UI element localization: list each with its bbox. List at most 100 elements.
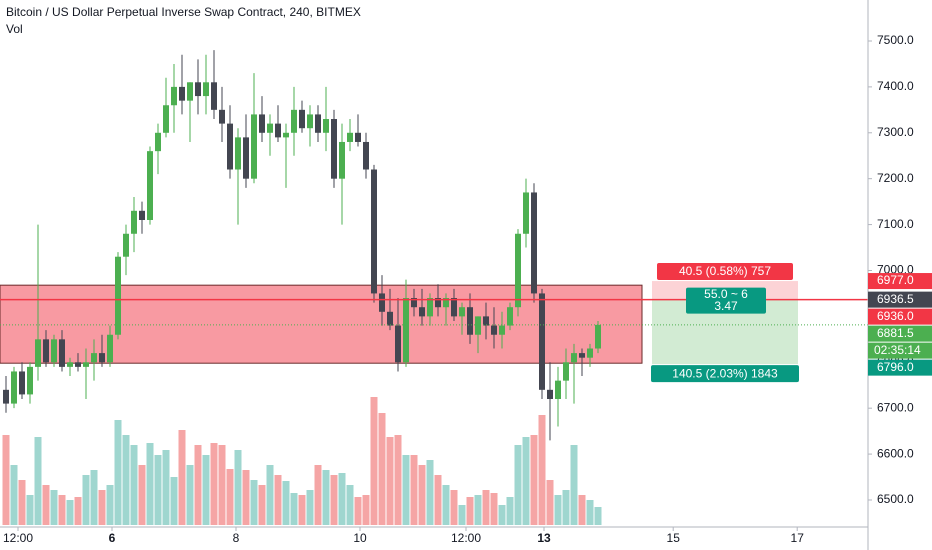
candle-body (139, 210, 145, 220)
volume-bar (562, 490, 570, 525)
x-tick-label: 17 (791, 531, 805, 545)
volume-bar (122, 435, 130, 525)
candle-body (483, 316, 489, 326)
volume-bar (10, 465, 18, 525)
volume-bar (466, 497, 474, 525)
candle-body (579, 353, 585, 358)
stop-label-bg (657, 263, 793, 281)
volume-bar (26, 495, 34, 525)
candle-body (83, 362, 89, 367)
volume-bar (554, 495, 562, 525)
candle-body (211, 82, 217, 110)
candle-body (531, 192, 537, 294)
candle-body (179, 86, 185, 101)
candle-body (499, 325, 505, 335)
volume-bar (474, 495, 482, 525)
volume-bar (322, 470, 330, 525)
y-tick-label: 7400.0 (877, 79, 914, 93)
volume-bar (34, 437, 42, 525)
volume-bar (146, 443, 154, 525)
candle-body (555, 380, 561, 400)
price-tag-bg (868, 291, 932, 308)
volume-bar (114, 420, 122, 525)
candle-body (435, 298, 441, 308)
candle-body (27, 366, 33, 395)
x-tick-label: 6 (109, 531, 116, 545)
volume-bar (242, 470, 250, 525)
volume-bar (282, 481, 290, 525)
y-tick-label: 6500.0 (877, 492, 914, 506)
volume-bar (434, 475, 442, 525)
candle-body (315, 114, 321, 133)
countdown: 02:35:14 (874, 343, 921, 357)
candle-body (195, 82, 201, 97)
candle-body (107, 334, 113, 363)
volume-bar (402, 455, 410, 525)
candle-body (171, 86, 177, 106)
candle-body (147, 151, 153, 220)
y-tick-label: 7300.0 (877, 125, 914, 139)
candle-body (35, 339, 41, 367)
volume-bar (290, 493, 298, 525)
volume-bar (386, 437, 394, 525)
volume-bar (314, 465, 322, 525)
price-tag: 6796.0 (877, 360, 914, 374)
candle-body (243, 137, 249, 179)
stop-label: 40.5 (0.58%) 757 (679, 264, 771, 278)
candle-body (363, 141, 369, 170)
candle-body (51, 339, 57, 363)
volume-bar (162, 450, 170, 525)
candle-body (595, 324, 601, 349)
y-tick-label: 6700.0 (877, 400, 914, 414)
volume-bar (458, 505, 466, 525)
price-tag-bg (868, 359, 932, 376)
candle-body (235, 137, 241, 170)
x-tick-label: 15 (667, 531, 681, 545)
volume-bar (586, 500, 594, 525)
candle-body (539, 293, 545, 390)
candle-body (299, 109, 305, 129)
x-tick-label: 10 (353, 531, 367, 545)
volume-bar (226, 469, 234, 525)
volume-bar (138, 465, 146, 525)
x-tick-label: 12:00 (451, 531, 481, 545)
candle-body (275, 123, 281, 138)
volume-bar (178, 430, 186, 525)
candle-body (331, 119, 337, 179)
volume-bar (506, 497, 514, 525)
volume-bar (130, 445, 138, 525)
volume-bar (74, 497, 82, 525)
volume-bar (50, 490, 58, 525)
candle-body (123, 233, 129, 257)
volume-bar (266, 465, 274, 525)
candle-body (403, 298, 409, 363)
volume-bar (490, 493, 498, 525)
candle-body (443, 298, 449, 308)
candle-body (467, 307, 473, 335)
volume-bar (546, 480, 554, 525)
candle-body (571, 353, 577, 363)
candle-body (355, 132, 361, 142)
volume-bar (210, 443, 218, 525)
volume-bar (530, 435, 538, 525)
candle-body (115, 256, 121, 335)
chart-title[interactable]: Bitcoin / US Dollar Perpetual Inverse Sw… (6, 5, 361, 19)
volume-bar (306, 490, 314, 525)
candle-body (91, 353, 97, 363)
volume-bar (418, 465, 426, 525)
candle-body (547, 389, 553, 400)
candle-body (187, 82, 193, 101)
candle-body (491, 325, 497, 335)
candle-body (563, 362, 569, 381)
candle-body (259, 114, 265, 133)
price-tag-bg (868, 273, 932, 290)
volume-bar (18, 480, 26, 525)
x-tick-label: 12:00 (3, 531, 33, 545)
candle-body (283, 132, 289, 138)
volume-bar (330, 475, 338, 525)
candle-body (419, 307, 425, 317)
volume-label[interactable]: Vol (6, 22, 23, 36)
candle-body (307, 114, 313, 129)
candle-body (19, 371, 25, 395)
